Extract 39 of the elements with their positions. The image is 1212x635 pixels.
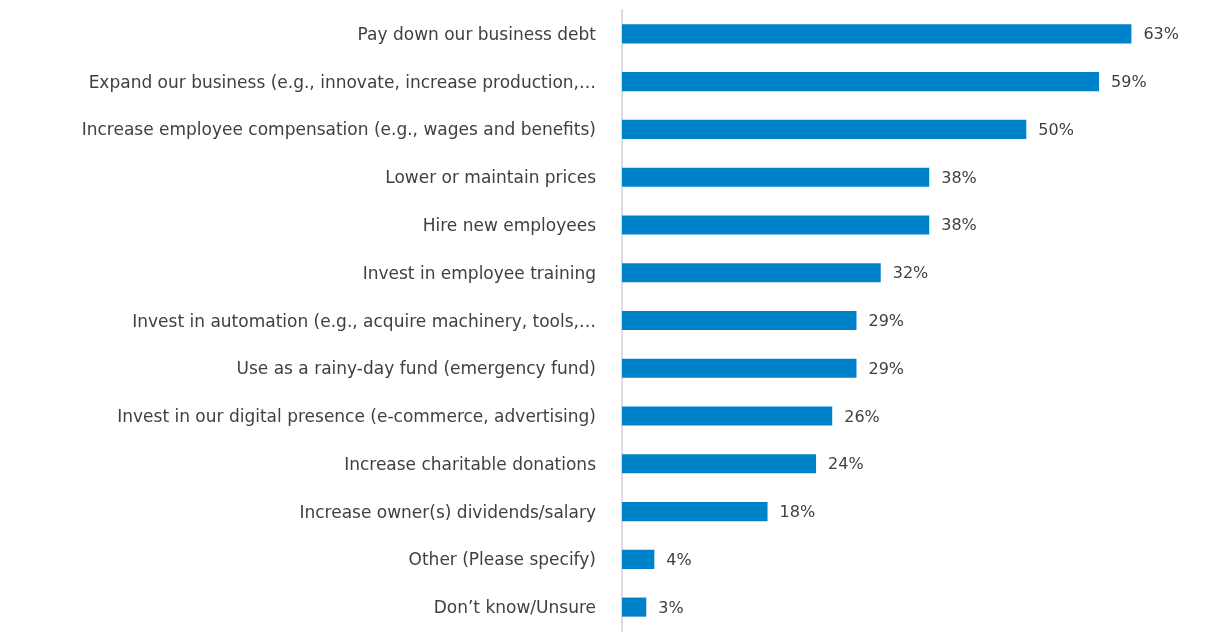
data-label: 32% [892, 263, 929, 283]
data-label: 59% [1111, 72, 1147, 92]
bar [622, 215, 930, 235]
bar [622, 406, 833, 426]
bar [622, 358, 857, 378]
bar [622, 310, 857, 331]
bar [622, 263, 881, 283]
y-tick-label: Hire new employees [422, 214, 597, 235]
data-label: 4% [666, 549, 692, 569]
bar [622, 597, 647, 617]
bar [622, 167, 930, 187]
data-label: 3% [658, 597, 684, 617]
y-tick-label: Invest in employee training [362, 262, 596, 283]
data-label: 24% [828, 454, 864, 474]
data-label: 63% [1143, 24, 1179, 44]
data-label: 29% [868, 358, 905, 378]
y-tick-label: Increase owner(s) dividends/salary [299, 501, 596, 522]
y-tick-label: Lower or maintain prices [385, 167, 597, 188]
bar [622, 72, 1100, 92]
y-tick-label: Increase employee compensation (e.g., wages and benefits) [81, 119, 596, 140]
data-label: 29% [868, 311, 905, 330]
y-tick-label: Invest in automation (e.g., acquire machinery, tools,… [132, 310, 596, 331]
bar [622, 119, 1027, 139]
data-label: 18% [779, 502, 816, 522]
y-tick-label: Invest in our digital presence (e-commerce, advertising) [117, 406, 596, 427]
data-label: 50% [1038, 119, 1074, 139]
data-label: 38% [941, 167, 977, 187]
data-label: 38% [941, 215, 977, 235]
y-tick-label: Don’t know/Unsure [433, 597, 596, 618]
bar [622, 549, 655, 569]
y-tick-label: Expand our business (e.g., innovate, increase production,… [88, 71, 596, 92]
y-tick-label: Use as a rainy-day fund (emergency fund) [236, 358, 596, 379]
y-tick-label: Increase charitable donations [344, 453, 597, 474]
bar [622, 454, 817, 474]
bar [622, 24, 1132, 44]
bar [622, 502, 768, 522]
y-tick-label: Other (Please specify) [408, 549, 596, 570]
data-label: 26% [844, 406, 880, 426]
y-tick-label: Pay down our business debt [357, 23, 597, 44]
